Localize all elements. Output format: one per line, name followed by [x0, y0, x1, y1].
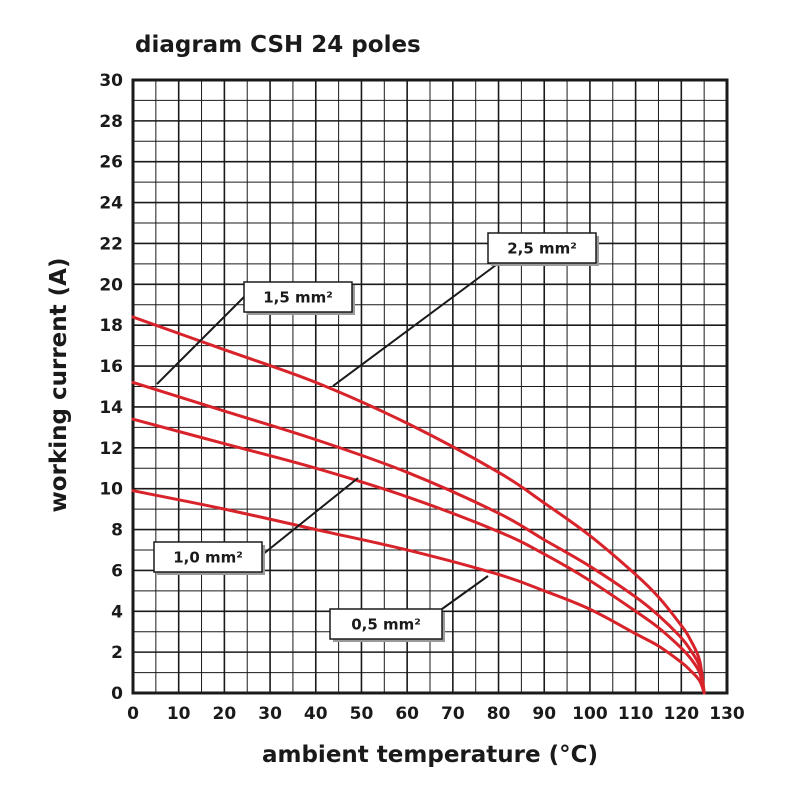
y-tick-label: 0: [111, 684, 123, 704]
y-tick-label: 14: [99, 398, 123, 418]
chart-title: diagram CSH 24 poles: [135, 32, 421, 58]
series-label: 0,5 mm²: [351, 616, 421, 634]
x-tick-label: 90: [532, 704, 556, 724]
x-axis-label: ambient temperature (°C): [262, 742, 598, 768]
x-tick-label: 60: [395, 704, 419, 724]
y-tick-label: 28: [99, 112, 123, 132]
series-label: 1,0 mm²: [173, 549, 243, 567]
y-axis-label: working current (A): [46, 258, 72, 513]
y-tick-label: 16: [99, 357, 123, 377]
y-tick-label: 8: [111, 521, 123, 541]
curves: [131, 315, 706, 695]
label-box: [487, 232, 597, 264]
x-tick-label: 50: [350, 704, 374, 724]
x-tick-label: 70: [441, 704, 465, 724]
x-tick-label: 30: [258, 704, 282, 724]
annotations: 2,5 mm² 1,5 mm² 1,0 mm² 0,5 mm²: [153, 232, 599, 642]
label-box: [329, 608, 443, 640]
x-tick-label: 20: [213, 704, 237, 724]
series-line: [131, 417, 706, 695]
grid: [131, 78, 729, 695]
series-label: 2,5 mm²: [507, 240, 577, 258]
y-tick-label: 26: [99, 153, 123, 173]
series-label: 1,5 mm²: [263, 289, 333, 307]
x-tick-label: 80: [487, 704, 511, 724]
y-tick-label: 4: [111, 602, 123, 622]
leader-line: [441, 575, 489, 610]
leader-line: [261, 477, 359, 556]
y-tick-label: 20: [99, 275, 123, 295]
series-line: [131, 380, 706, 695]
y-tick-label: 2: [111, 643, 123, 663]
label-box: [243, 281, 353, 313]
y-tick-label: 18: [99, 316, 123, 336]
y-tick-label: 24: [99, 194, 123, 214]
x-tick-label: 120: [664, 704, 700, 724]
y-tick-label: 30: [99, 71, 123, 91]
plot-frame: [131, 78, 729, 695]
y-tick-label: 6: [111, 561, 123, 581]
x-tick-label: 130: [709, 704, 745, 724]
series-line: [131, 489, 706, 695]
x-tick-label: 40: [304, 704, 328, 724]
x-tick-label: 110: [618, 704, 654, 724]
leader-line: [156, 296, 245, 385]
y-tick-label: 22: [99, 234, 123, 254]
x-tick-label: 10: [167, 704, 191, 724]
x-tick-label: 0: [127, 704, 139, 724]
leader-line: [332, 264, 497, 387]
label-box: [153, 541, 263, 573]
y-tick-label: 10: [99, 480, 123, 500]
series-line: [131, 315, 706, 695]
tick-labels: 0 10 20 30 40 50 60 70 80 90 100 110 120 130024681012…: [99, 71, 745, 724]
x-tick-label: 100: [572, 704, 608, 724]
y-tick-label: 12: [99, 439, 123, 459]
